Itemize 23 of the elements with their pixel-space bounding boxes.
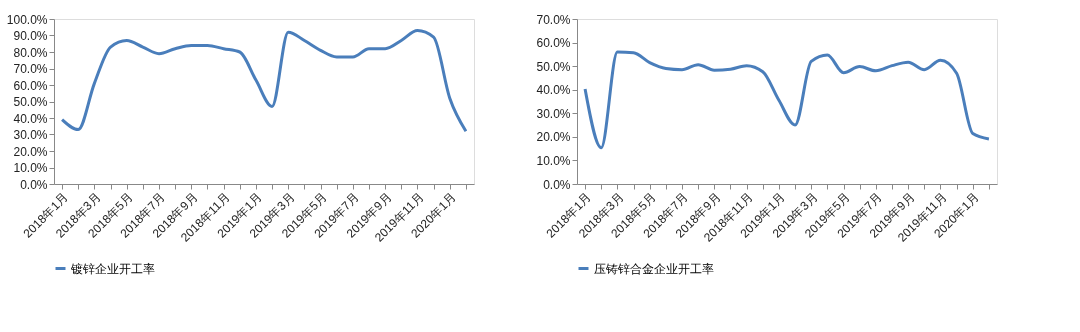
line-series (583, 50, 991, 150)
y-tick-label: 70.0% (13, 62, 48, 76)
y-tick-label: 0.0% (20, 177, 48, 192)
y-tick-label: 30.0% (13, 128, 48, 142)
y-tick-label: 10.0% (13, 161, 48, 175)
y-tick-label: 50.0% (13, 95, 48, 109)
y-tick-label: 70.0% (536, 12, 571, 27)
y-tick-label: 30.0% (536, 106, 571, 121)
y-tick-label: 60.0% (536, 36, 571, 51)
y-tick-label: 50.0% (536, 59, 571, 74)
legend-label: 镀锌企业开工率 (70, 261, 155, 276)
y-tick-label: 60.0% (13, 78, 48, 93)
y-tick-label: 40.0% (13, 111, 48, 126)
y-tick-label: 10.0% (536, 153, 571, 168)
y-tick-label: 20.0% (536, 130, 571, 145)
y-tick-label: 80.0% (13, 45, 48, 60)
y-tick-label: 100.0% (6, 12, 48, 27)
y-tick-label: 20.0% (13, 144, 48, 159)
y-tick-label: 0.0% (543, 177, 571, 192)
y-tick-label: 90.0% (13, 29, 48, 43)
line-series (60, 29, 468, 133)
y-tick-label: 40.0% (536, 83, 571, 98)
legend-label: 压铸锌合金企业开工率 (594, 261, 714, 276)
